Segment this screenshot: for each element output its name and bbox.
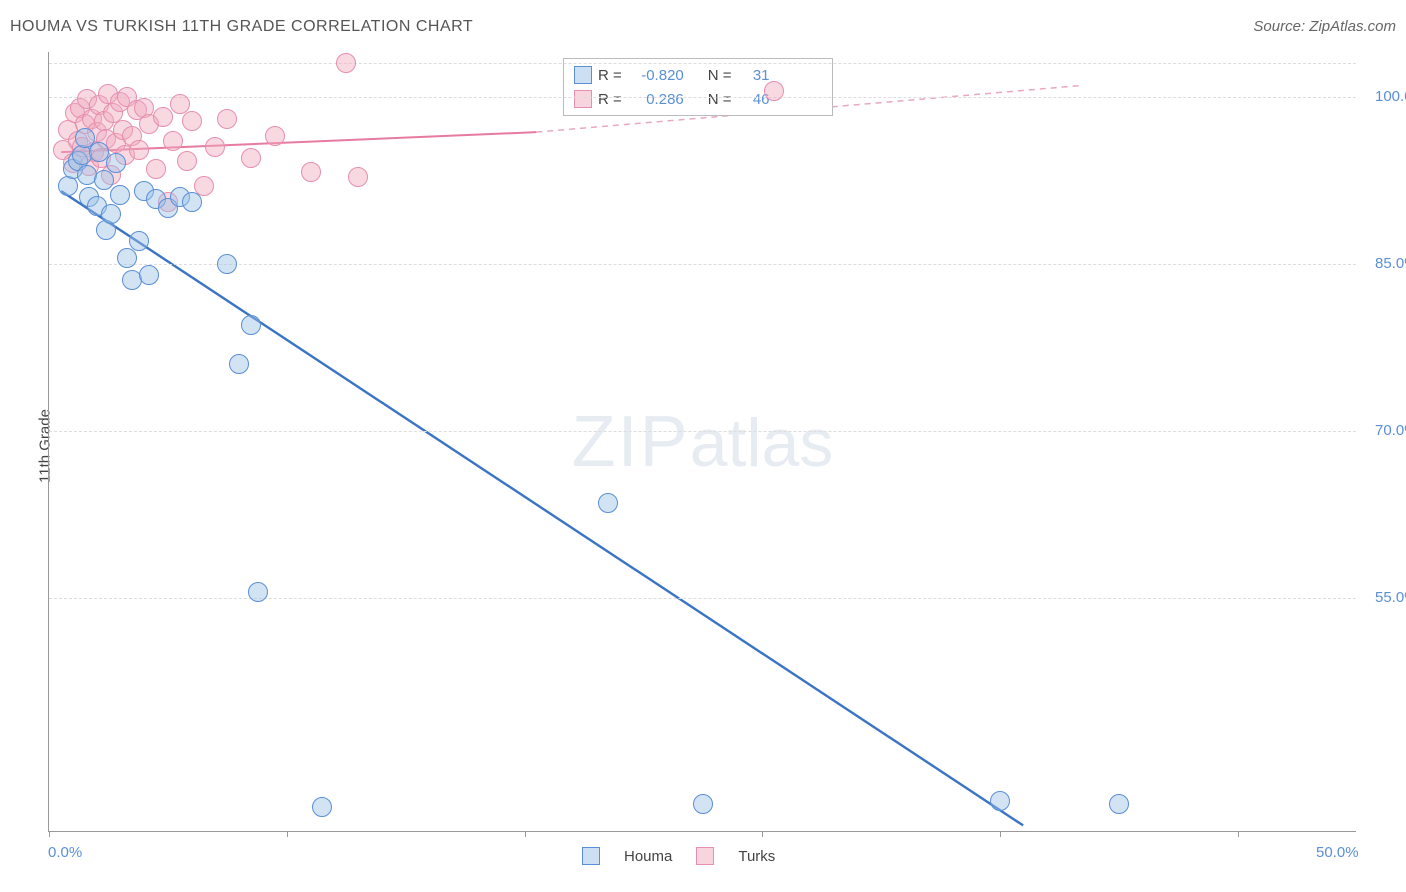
scatter-point-turks <box>146 159 166 179</box>
gridline <box>49 264 1356 265</box>
scatter-point-houma <box>110 185 130 205</box>
legend-r-value: 0.286 <box>628 91 684 108</box>
scatter-point-houma <box>241 315 261 335</box>
scatter-point-houma <box>106 153 126 173</box>
y-tick-label: 100.0% <box>1375 88 1406 105</box>
x-axis-min-label: 0.0% <box>48 844 82 861</box>
scatter-point-turks <box>336 53 356 73</box>
legend-r-value: -0.820 <box>628 67 684 84</box>
legend-n-label: N = <box>708 91 732 108</box>
gridline <box>49 97 1356 98</box>
scatter-point-houma <box>129 231 149 251</box>
scatter-point-turks <box>177 151 197 171</box>
scatter-point-houma <box>598 493 618 513</box>
scatter-point-turks <box>163 131 183 151</box>
watermark-rest: atlas <box>690 405 834 481</box>
scatter-point-houma <box>1109 794 1129 814</box>
scatter-point-turks <box>301 162 321 182</box>
series-legend: Houma Turks <box>582 847 775 865</box>
scatter-point-houma <box>117 248 137 268</box>
x-tick-mark <box>1000 831 1001 837</box>
scatter-point-houma <box>217 254 237 274</box>
legend-row: R =0.286N =46 <box>574 87 822 111</box>
source-value: ZipAtlas.com <box>1309 18 1396 35</box>
scatter-point-houma <box>182 192 202 212</box>
x-tick-mark <box>49 831 50 837</box>
y-tick-label: 55.0% <box>1375 589 1406 606</box>
legend-n-label: N = <box>708 67 732 84</box>
x-axis-max-label: 50.0% <box>1316 844 1359 861</box>
correlation-legend: R =-0.820N =31R =0.286N =46 <box>563 58 833 116</box>
scatter-point-houma <box>229 354 249 374</box>
gridline <box>49 63 1356 64</box>
legend-n-value: 31 <box>738 67 770 84</box>
scatter-point-houma <box>248 582 268 602</box>
x-tick-mark <box>287 831 288 837</box>
gridline <box>49 598 1356 599</box>
x-tick-mark <box>762 831 763 837</box>
scatter-point-houma <box>312 797 332 817</box>
scatter-point-turks <box>217 109 237 129</box>
legend-r-label: R = <box>598 91 622 108</box>
scatter-point-turks <box>205 137 225 157</box>
scatter-point-turks <box>153 107 173 127</box>
scatter-point-turks <box>129 140 149 160</box>
y-tick-label: 70.0% <box>1375 422 1406 439</box>
scatter-point-houma <box>139 265 159 285</box>
source-prefix: Source: <box>1253 18 1309 35</box>
trendlines-layer <box>49 52 1356 831</box>
x-tick-mark <box>1238 831 1239 837</box>
legend-label-turks: Turks <box>738 848 775 865</box>
scatter-plot-area: ZIPatlas R =-0.820N =31R =0.286N =46 Hou… <box>48 52 1356 832</box>
x-tick-mark <box>525 831 526 837</box>
scatter-point-turks <box>241 148 261 168</box>
watermark: ZIPatlas <box>572 401 834 483</box>
scatter-point-turks <box>265 126 285 146</box>
legend-r-label: R = <box>598 67 622 84</box>
gridline <box>49 431 1356 432</box>
scatter-point-houma <box>693 794 713 814</box>
y-tick-label: 85.0% <box>1375 255 1406 272</box>
scatter-point-houma <box>101 204 121 224</box>
scatter-point-turks <box>348 167 368 187</box>
scatter-point-turks <box>182 111 202 131</box>
watermark-zip: ZIP <box>572 402 690 482</box>
legend-square <box>574 66 592 84</box>
legend-square <box>574 90 592 108</box>
legend-label-houma: Houma <box>624 848 672 865</box>
chart-source: Source: ZipAtlas.com <box>1253 18 1396 35</box>
scatter-point-houma <box>990 791 1010 811</box>
scatter-point-turks <box>764 81 784 101</box>
legend-square-houma <box>582 847 600 865</box>
chart-header: HOUMA VS TURKISH 11TH GRADE CORRELATION … <box>10 18 1396 42</box>
legend-row: R = -0.820 N = 31 <box>574 63 822 87</box>
legend-square-turks <box>696 847 714 865</box>
chart-title: HOUMA VS TURKISH 11TH GRADE CORRELATION … <box>10 18 473 36</box>
trendline <box>61 191 1023 825</box>
scatter-point-houma <box>94 170 114 190</box>
